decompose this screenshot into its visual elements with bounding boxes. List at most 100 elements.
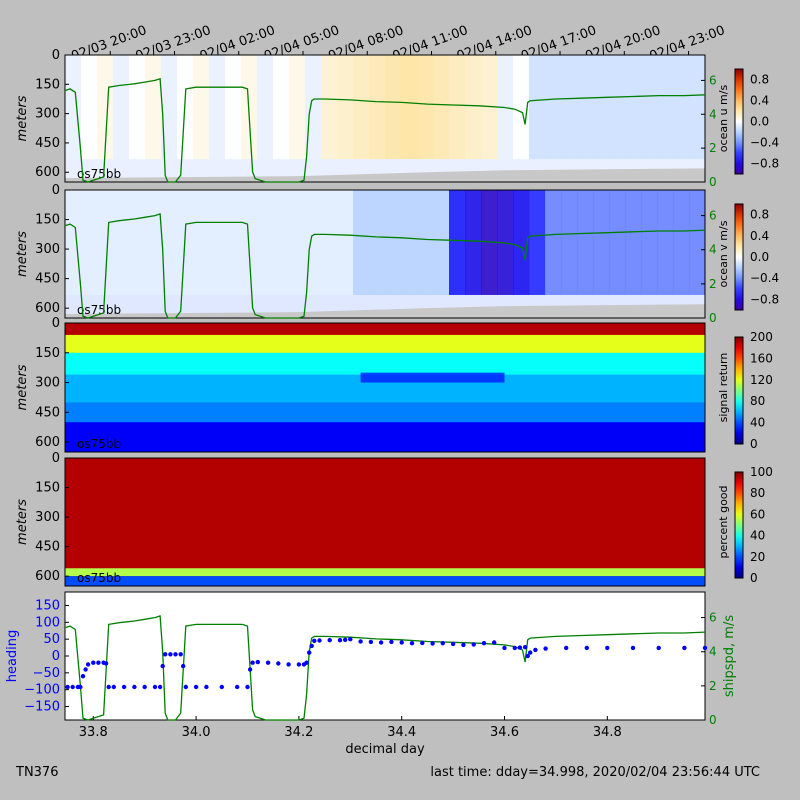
y-tick-label: 600 xyxy=(35,165,60,180)
y-tick-label: 450 xyxy=(35,272,60,287)
heatmap-column xyxy=(369,190,386,295)
heatmap-column xyxy=(65,190,82,295)
heatmap-column xyxy=(465,55,482,160)
signal-layer xyxy=(65,352,705,376)
heatmap-column xyxy=(385,55,402,160)
heading-tick-label: 150 xyxy=(35,598,60,613)
heading-point xyxy=(461,642,466,648)
heatmap-column xyxy=(577,190,594,295)
heatmap-column xyxy=(401,190,418,295)
heatmap-column xyxy=(673,190,690,295)
colorbar-tick-label: 200 xyxy=(750,330,773,344)
colorbar-tick-label: 80 xyxy=(750,486,765,500)
colorbar-tick-label: 0.8 xyxy=(750,208,769,222)
shipspeed-tick-label: 2 xyxy=(709,679,717,693)
heading-point xyxy=(96,660,101,665)
heading-point xyxy=(543,646,548,651)
heatmap-column xyxy=(97,55,114,160)
signal-layer xyxy=(65,422,705,453)
heading-point xyxy=(250,660,255,665)
panel-signal-return: os75bb meters signal return 0 150 300 450 60… xyxy=(15,316,773,453)
heading-point xyxy=(358,639,363,644)
heatmap-column xyxy=(113,55,130,160)
signal-layer xyxy=(65,334,705,354)
right-tick-label: 0 xyxy=(709,175,717,189)
instrument-label: os75bb xyxy=(77,571,121,585)
heading-point xyxy=(265,660,271,665)
heading-point xyxy=(525,653,530,659)
heading-point xyxy=(440,641,445,646)
heatmap-column xyxy=(689,190,706,295)
heading-point xyxy=(682,645,687,651)
colorbar-tick-label: −0.8 xyxy=(750,292,779,306)
heading-point xyxy=(78,684,83,690)
heatmap-column xyxy=(641,55,658,160)
heatmap-column xyxy=(657,55,674,160)
colorbar-tick-label: −0.4 xyxy=(750,136,779,150)
heatmap-column xyxy=(289,190,306,295)
heading-point xyxy=(312,638,317,643)
instrument-label: os75bb xyxy=(77,437,121,451)
heatmap-column xyxy=(305,190,322,295)
heatmap-column xyxy=(161,190,178,295)
heatmap-column xyxy=(273,55,290,160)
heading-point xyxy=(163,652,168,657)
colorbar-label: signal return xyxy=(717,353,730,423)
colorbar-tick-label: 40 xyxy=(750,416,765,430)
colorbar xyxy=(734,471,744,579)
heatmap-column xyxy=(81,55,98,160)
signal-layer xyxy=(65,323,705,336)
heading-point xyxy=(348,637,353,642)
heatmap-column xyxy=(193,190,210,295)
heatmap-column xyxy=(529,55,546,160)
percent-good-bg xyxy=(65,458,705,586)
heading-tick-label: −100 xyxy=(24,683,60,698)
y-tick-label: 300 xyxy=(35,242,60,257)
y-tick-label: 150 xyxy=(35,213,60,228)
heading-point xyxy=(605,645,610,651)
heading-point xyxy=(378,640,384,645)
heading-point xyxy=(528,650,533,655)
heatmap-column xyxy=(545,190,562,295)
heading-point xyxy=(204,684,209,690)
right-tick-label: 2 xyxy=(709,141,717,155)
colorbar-tick-label: 160 xyxy=(750,351,773,365)
colorbar-label: ocean v m/s xyxy=(717,220,730,287)
panel-ocean-u: os75bb meters ocean u m/s 0 150 300 450 600 0… xyxy=(15,48,779,189)
heatmap-column xyxy=(561,55,578,160)
x-tick-label: 34.0 xyxy=(182,725,211,740)
y-axis-label: meters xyxy=(15,364,30,410)
heatmap-column xyxy=(257,190,274,295)
y-axis-label: meters xyxy=(15,499,30,545)
heatmap-column xyxy=(257,55,274,160)
heatmap-column xyxy=(609,190,626,295)
right-tick-label: 6 xyxy=(709,73,717,87)
heading-point xyxy=(83,667,88,672)
heading-tick-label: −50 xyxy=(33,666,60,681)
shipspeed-tick-label: 6 xyxy=(709,611,717,625)
heading-point xyxy=(219,684,224,690)
colorbar-tick-label: 20 xyxy=(750,550,765,564)
heatmap-column xyxy=(561,190,578,295)
heatmap-column xyxy=(369,55,386,160)
heading-point xyxy=(247,667,253,672)
heatmap-column xyxy=(577,55,594,160)
heading-point xyxy=(183,684,188,690)
instrument-label: os75bb xyxy=(77,303,121,317)
heatmap-column xyxy=(113,190,130,295)
shipspeed-tick-label: 0 xyxy=(709,713,717,727)
panel-ocean-v: os75bb meters ocean v m/s 0 150 300 450 600 0… xyxy=(15,183,779,325)
y-tick-label: 300 xyxy=(35,107,60,122)
heading-point xyxy=(481,641,487,646)
y-tick-label: 450 xyxy=(35,136,60,151)
colorbar-tick-label: −0.8 xyxy=(750,157,779,171)
heading-point xyxy=(65,684,70,690)
y-tick-label: 450 xyxy=(35,405,60,420)
heatmap-column xyxy=(433,55,450,160)
heading-point xyxy=(522,645,528,650)
heading-point xyxy=(389,639,394,645)
heading-point xyxy=(492,640,497,645)
heatmap-column xyxy=(689,55,706,160)
heading-point xyxy=(420,640,425,646)
heading-point xyxy=(337,638,343,643)
